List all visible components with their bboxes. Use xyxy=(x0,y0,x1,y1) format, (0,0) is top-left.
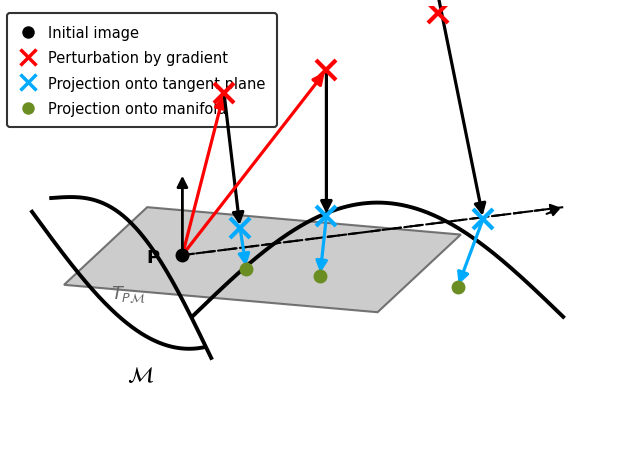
Legend: Initial image, Perturbation by gradient, Projection onto tangent plane, Projecti: Initial image, Perturbation by gradient,… xyxy=(7,14,277,128)
Text: $T_{P\mathcal{M}}$: $T_{P\mathcal{M}}$ xyxy=(111,284,145,305)
Text: $\mathbf{P}$: $\mathbf{P}$ xyxy=(147,249,161,267)
Text: $\mathcal{M}$: $\mathcal{M}$ xyxy=(127,365,154,385)
Polygon shape xyxy=(64,208,461,313)
